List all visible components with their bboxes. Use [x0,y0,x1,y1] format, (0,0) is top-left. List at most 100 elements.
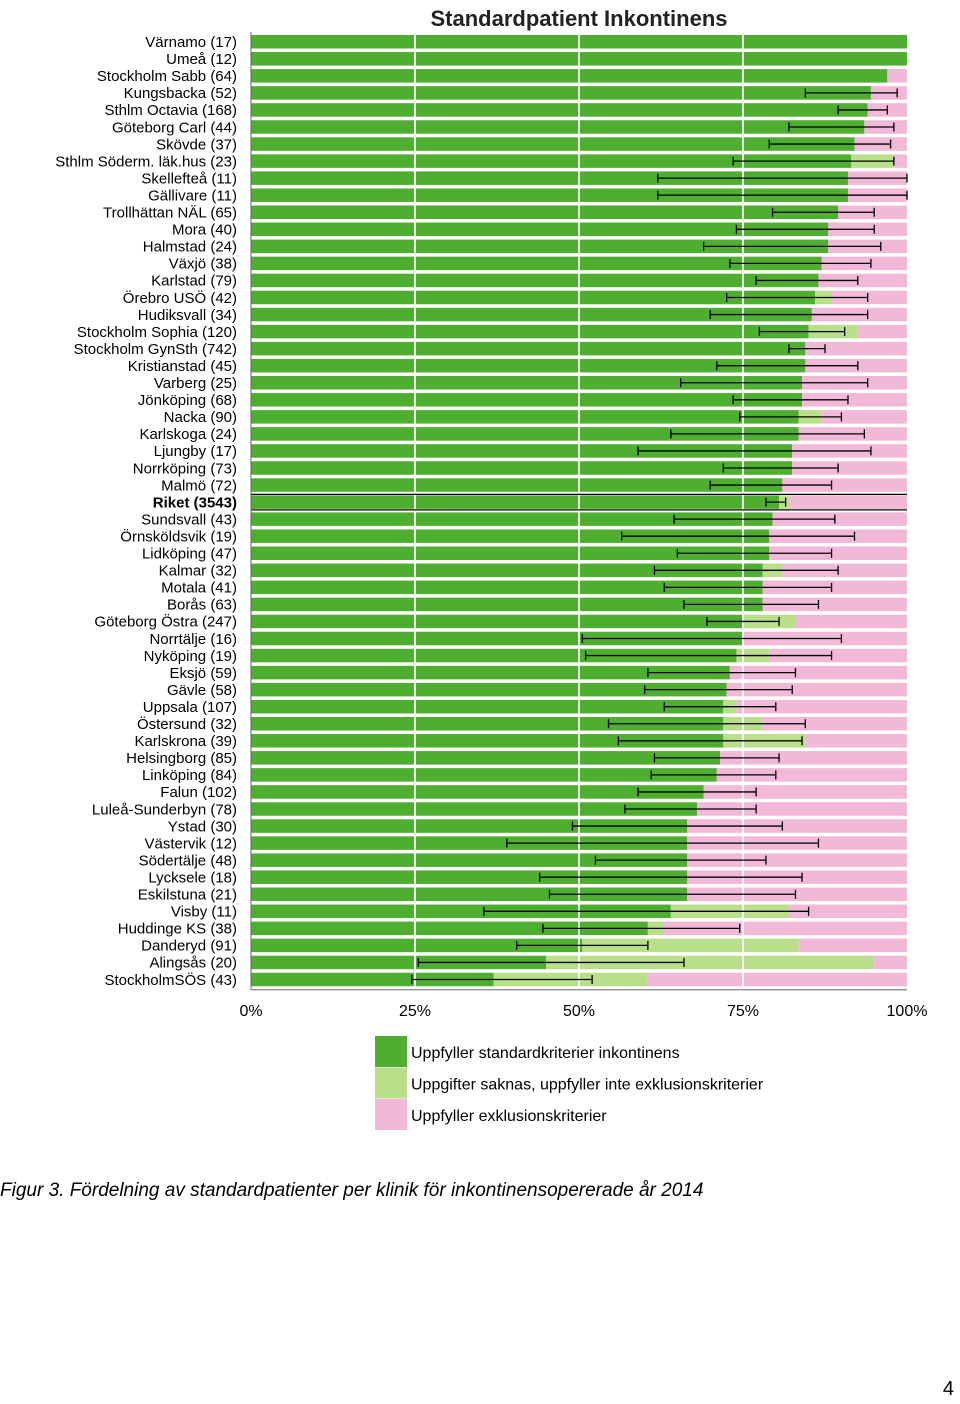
row-label: Halmstad (24) [143,239,237,256]
legend-swatch [375,1036,407,1067]
row-label: Motala (41) [161,580,237,597]
row-label: Skövde (37) [156,136,237,153]
bar-excluded [887,69,907,83]
bar-fulfills [251,205,839,219]
bar-excluded [792,461,907,475]
bar-excluded [762,580,907,595]
bar-fulfills [251,324,809,339]
bar-excluded [788,904,907,919]
row-label: Kungsbacka (52) [124,85,237,102]
row-label: Ystad (30) [168,818,237,835]
x-axis-ticks: 0% 25% 50% 75% 100% [239,32,927,1020]
row-label: Skellefteå (11) [141,170,237,187]
row-label: Karlskoga (24) [139,426,237,443]
bar-fulfills [251,188,848,202]
chart-title: Standardpatient Inkontinens [430,6,727,31]
bar-missing [546,955,875,970]
row-label: Sthlm Söderm. läk.hus (23) [55,153,237,170]
row-label: Eskilstuna (21) [138,887,237,904]
bar-fulfills [251,938,583,953]
row-label: Östersund (32) [137,715,237,733]
bar-fulfills [251,307,812,322]
bar-excluded [664,921,907,936]
row-label: Helsingborg (85) [126,750,237,767]
row-label: Falun (102) [160,784,237,801]
row-label: Örebro USÖ (42) [123,289,237,307]
bar-fulfills [251,393,803,407]
bar-excluded [805,341,907,356]
row-label: Norrköping (73) [133,460,237,477]
x-tick-label: 75% [727,1003,759,1020]
page-number: 4 [942,1378,954,1400]
bar-fulfills [251,290,816,305]
x-tick-label: 100% [887,1003,928,1020]
bar-excluded [893,154,907,168]
bar-excluded [762,597,907,612]
bar-fulfills [251,802,698,816]
bar-fulfills [251,103,868,117]
bar-fulfills [251,461,793,475]
bar-excluded [818,273,907,288]
row-label: Norrtälje (16) [149,631,237,648]
row-label: Gällivare (11) [148,187,237,204]
bar-excluded [729,665,907,680]
x-tick-label: 50% [563,1003,595,1020]
row-label: Nyköping (19) [144,648,237,665]
row-label: Visby (11) [171,904,237,921]
bar-excluded [795,614,907,629]
bar-fulfills [251,682,727,697]
bar-excluded [782,563,907,578]
bar-fulfills [251,427,799,441]
bar-fulfills [251,751,721,765]
bar-fulfills [251,972,494,987]
bar-missing [582,938,799,953]
row-label: Alingsås (20) [149,955,237,972]
row-label: Lycksele (18) [148,869,237,886]
row-label: StockholmSÖS (43) [104,971,237,989]
bar-fulfills [251,137,855,151]
row-label: Karlskrona (39) [134,733,237,750]
bar-fulfills [251,904,671,919]
legend: Uppfyller standardkriterier inkontinens U… [375,1036,764,1130]
row-label: Riket (3543) [153,494,237,511]
bar-fulfills [251,921,648,936]
bar-fulfills [251,86,871,100]
bar-fulfills [251,69,888,83]
bar-fulfills [251,734,724,748]
row-label: Gävle (58) [167,682,237,699]
bar-fulfills [251,563,763,578]
error-bars [251,88,908,984]
row-label: Huddinge KS (38) [118,921,237,938]
bar-excluded [720,751,907,765]
bar-excluded [805,734,907,748]
row-label: Kristianstad (45) [128,358,237,375]
bar-excluded [697,802,907,816]
figure-caption: Figur 3. Fördelning av standardpatienter… [0,1180,704,1201]
row-label: Värnamo (17) [145,34,237,51]
row-label: Stockholm GynSth (742) [74,341,237,358]
bar-fulfills [251,665,730,680]
row-label: Stockholm Sabb (64) [97,68,237,85]
row-label: Hudiksvall (34) [138,307,237,324]
bar-fulfills [251,768,717,782]
row-label: Ljungby (17) [154,443,237,460]
row-label: Stockholm Sophia (120) [77,324,237,341]
bar-excluded [874,955,907,970]
row-label: Örnsköldsvik (19) [120,527,237,545]
bar-fulfills [251,341,806,356]
legend-swatch [375,1099,407,1130]
bar-fulfills [251,154,852,168]
row-label: Linköping (84) [142,767,237,784]
stacked-bar-chart: Standardpatient Inkontinens Värnamo (17)… [55,6,927,1130]
row-label: Varberg (25) [154,375,237,392]
bar-excluded [769,648,907,663]
bar-fulfills [251,512,773,526]
bar-fulfills [251,273,819,288]
bar-fulfills [251,580,763,595]
row-label: Luleå-Sunderbyn (78) [92,801,237,818]
row-labels: Värnamo (17)Umeå (12)Stockholm Sabb (64)… [55,34,237,989]
bar-fulfills [251,614,743,629]
legend-label: Uppgifter saknas, uppfyller inte exklusi… [411,1077,764,1094]
row-label: Malmö (72) [161,477,237,494]
bar-fulfills [251,631,743,646]
